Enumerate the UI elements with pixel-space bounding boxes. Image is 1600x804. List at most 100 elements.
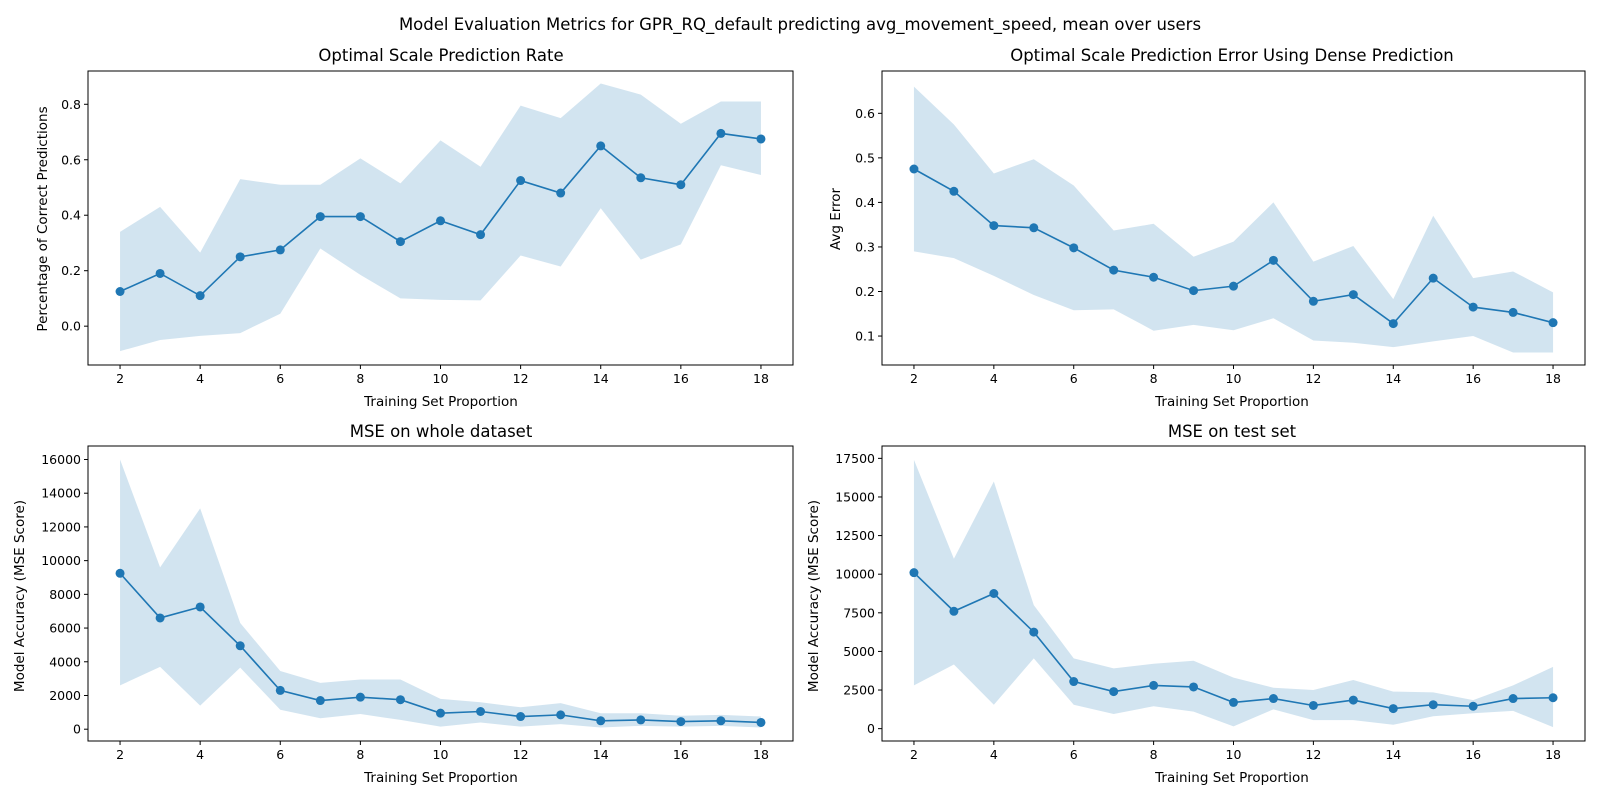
y-tick-label: 0.4 [61, 208, 81, 223]
data-point [596, 141, 606, 151]
data-point [115, 287, 125, 296]
panel-title: Optimal Scale Prediction Error Using Den… [1010, 46, 1454, 65]
x-tick-label: 16 [1465, 747, 1481, 762]
x-tick-label: 10 [433, 747, 449, 762]
x-tick-label: 6 [276, 371, 284, 386]
data-point [596, 716, 606, 726]
panel-mse-whole-dataset: MSE on whole dataset Training Set Propor… [12, 422, 533, 786]
x-tick-label: 8 [356, 371, 364, 386]
y-tick-label: 0.4 [855, 195, 875, 210]
x-tick-label: 8 [1150, 371, 1158, 386]
confidence-band [913, 459, 1554, 728]
y-tick-label: 10000 [41, 553, 81, 568]
x-tick-label: 16 [673, 371, 689, 386]
data-point [1189, 682, 1199, 692]
x-tick-label: 10 [433, 371, 449, 386]
data-point [195, 291, 205, 301]
y-tick-label: 15000 [835, 489, 875, 504]
data-point [1388, 319, 1398, 329]
x-tick-label: 14 [593, 747, 609, 762]
data-point [636, 173, 646, 183]
data-point [1229, 281, 1238, 291]
data-point [315, 696, 325, 706]
data-point [275, 685, 285, 695]
data-point [949, 186, 959, 196]
data-point [516, 712, 526, 722]
y-tick-label: 0.6 [61, 152, 81, 167]
y-tick-label: 12500 [835, 528, 875, 543]
data-point [1029, 223, 1039, 233]
data-point [516, 176, 526, 186]
y-tick-label: 2500 [843, 683, 875, 698]
data-point [676, 180, 686, 190]
data-point [155, 268, 165, 278]
data-point [395, 237, 405, 247]
x-tick-label: 18 [753, 747, 769, 762]
data-point [989, 589, 999, 598]
data-point [436, 216, 445, 226]
confidence-band [913, 86, 1554, 353]
y-axis-label: Model Accuracy (MSE Score) [806, 500, 822, 692]
data-point [1308, 700, 1318, 710]
data-point [315, 212, 325, 222]
data-point [716, 716, 726, 726]
data-point [1149, 680, 1159, 690]
x-tick-label: 2 [910, 371, 918, 386]
y-axis-label: Avg Error [828, 187, 844, 250]
panel-title: MSE on whole dataset [350, 422, 533, 441]
y-tick-label: 12000 [41, 519, 81, 534]
confidence-band [120, 459, 761, 728]
y-tick-label: 5000 [843, 644, 875, 659]
x-tick-label: 2 [116, 371, 124, 386]
data-point [355, 692, 365, 702]
plot-area-0: 2 4 6 8 10 12 14 16 18 0.0 0.2 0.4 0.6 0.8 [61, 70, 794, 386]
panel-optimal-scale-prediction-rate: Optimal Scale Prediction Rate Training S… [35, 46, 564, 410]
x-tick-label: 14 [1385, 371, 1401, 386]
data-point [1268, 255, 1278, 265]
y-tick-label: 10000 [835, 567, 875, 582]
x-tick-label: 4 [990, 371, 998, 386]
y-tick-label: 0.2 [61, 263, 81, 278]
data-point [1348, 290, 1358, 300]
data-point [1388, 704, 1398, 714]
x-tick-label: 14 [1385, 747, 1401, 762]
y-tick-label: 7500 [843, 605, 875, 620]
data-point [556, 710, 566, 720]
data-point [949, 606, 959, 616]
x-tick-label: 2 [910, 747, 918, 762]
data-point [1468, 302, 1478, 312]
data-point [1149, 272, 1159, 282]
data-point [1468, 701, 1478, 711]
plot-area-3: 2 4 6 8 10 12 14 16 18 0 2500 5000 7500 10000 12500 150… [835, 445, 1586, 762]
x-axis-label: Training Set Proportion [363, 394, 518, 410]
data-point [1109, 265, 1119, 275]
x-tick-label: 2 [116, 747, 124, 762]
data-point [1029, 627, 1039, 637]
y-tick-label: 0.0 [61, 319, 81, 334]
x-tick-label: 10 [1226, 371, 1242, 386]
data-point [1348, 695, 1358, 705]
x-tick-label: 12 [513, 747, 529, 762]
y-axis-label: Percentage of Correct Predictions [35, 106, 51, 331]
data-point [155, 613, 165, 623]
x-tick-label: 18 [753, 371, 769, 386]
x-tick-label: 18 [1545, 371, 1561, 386]
panel-title: Optimal Scale Prediction Rate [318, 46, 563, 65]
data-point [476, 707, 486, 716]
data-point [235, 252, 245, 262]
y-tick-label: 0.5 [855, 150, 875, 165]
figure-suptitle: Model Evaluation Metrics for GPR_RQ_defa… [399, 15, 1201, 35]
x-tick-label: 8 [1150, 747, 1158, 762]
x-tick-label: 4 [196, 747, 204, 762]
data-point [756, 717, 766, 727]
data-point [1548, 693, 1558, 703]
data-point [1308, 296, 1318, 306]
plot-area-2: 2 4 6 8 10 12 14 16 18 0 2000 4000 6000 8000 10000 1200… [41, 445, 794, 762]
y-tick-label: 0.1 [855, 329, 875, 344]
data-point [195, 602, 205, 612]
data-point [395, 695, 405, 705]
x-tick-label: 6 [276, 747, 284, 762]
data-point [1069, 677, 1079, 687]
y-tick-label: 6000 [49, 621, 81, 636]
